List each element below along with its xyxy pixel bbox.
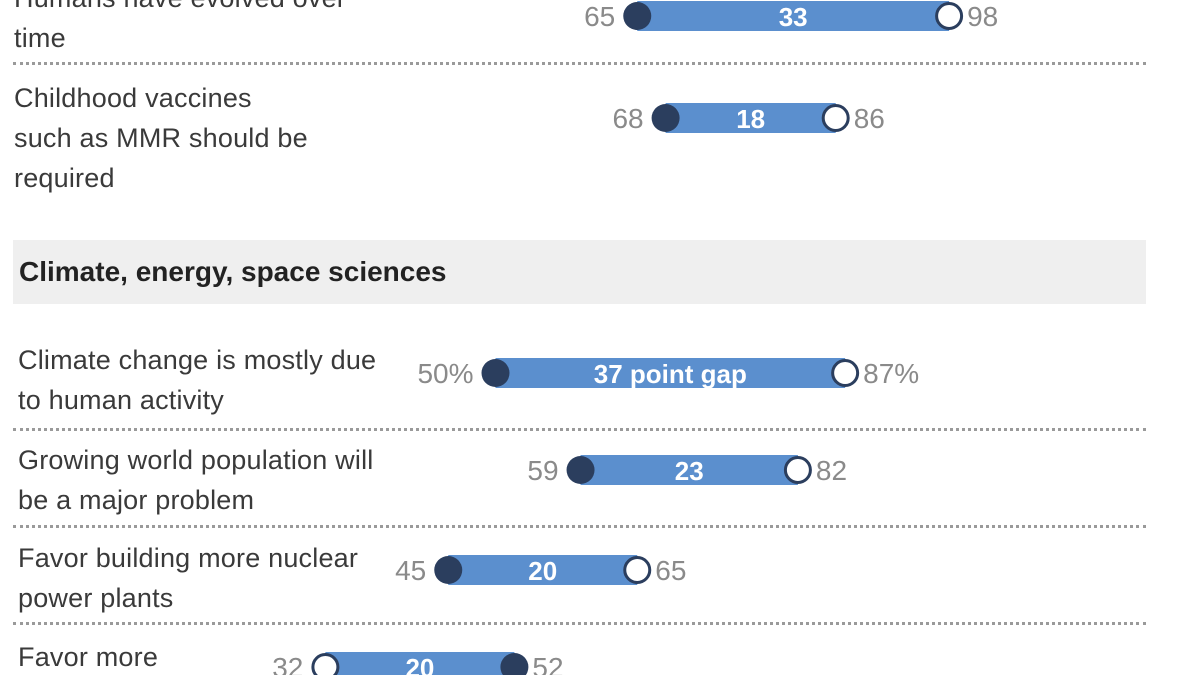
- gap-bar: [580, 455, 798, 485]
- row-label-evolution: Humans have evolved over time: [14, 0, 346, 53]
- low-value-label: 65: [584, 1, 615, 32]
- low-value-label: 45: [395, 555, 426, 586]
- filled-dot: [566, 456, 595, 484]
- section-title: Climate, energy, space sciences: [19, 256, 447, 287]
- filled-dot: [500, 653, 529, 675]
- row-label-world-population: Growing world population will be a major…: [18, 445, 374, 515]
- row-divider: [13, 525, 1146, 528]
- row-label-vaccines: Childhood vaccines such as MMR should be…: [14, 83, 308, 193]
- gap-bar: [665, 103, 836, 133]
- gap-bar: [495, 358, 846, 388]
- gap-bar: [448, 555, 638, 585]
- low-value-label: 68: [612, 103, 643, 134]
- gap-label: 37 point gap: [594, 359, 747, 389]
- high-value-label: 52: [532, 652, 563, 675]
- row-divider: [13, 428, 1146, 431]
- gap-label: 20: [528, 556, 557, 586]
- open-dot: [821, 104, 850, 132]
- row-label-climate-change: Climate change is mostly due to human ac…: [18, 345, 377, 415]
- gap-label: 20: [405, 653, 434, 675]
- low-value-label: 59: [527, 455, 558, 486]
- filled-dot: [651, 104, 680, 132]
- row-label-nuclear-power: Favor building more nuclear power plants: [18, 543, 359, 613]
- row-label-favor-more: Favor more: [18, 642, 159, 672]
- filled-dot: [434, 556, 463, 584]
- row-divider: [13, 622, 1146, 625]
- open-dot: [783, 456, 812, 484]
- open-dot: [623, 556, 652, 584]
- filled-dot: [481, 359, 510, 387]
- filled-dot: [623, 2, 652, 30]
- high-value-label: 87%: [863, 358, 919, 389]
- gap-label: 18: [736, 104, 765, 134]
- low-value-label: 32: [272, 652, 303, 675]
- high-value-label: 65: [655, 555, 686, 586]
- open-dot: [311, 653, 340, 675]
- row-divider: [13, 62, 1146, 65]
- section-header-band: Climate, energy, space sciences: [13, 240, 1146, 304]
- open-dot: [935, 2, 964, 30]
- gap-label: 23: [675, 456, 704, 486]
- gap-label: 33: [779, 2, 808, 32]
- gap-bar: [325, 652, 515, 675]
- gap-bar: [637, 1, 950, 31]
- high-value-label: 82: [816, 455, 847, 486]
- low-value-label: 50%: [417, 358, 473, 389]
- high-value-label: 86: [854, 103, 885, 134]
- open-dot: [831, 359, 860, 387]
- high-value-label: 98: [967, 1, 998, 32]
